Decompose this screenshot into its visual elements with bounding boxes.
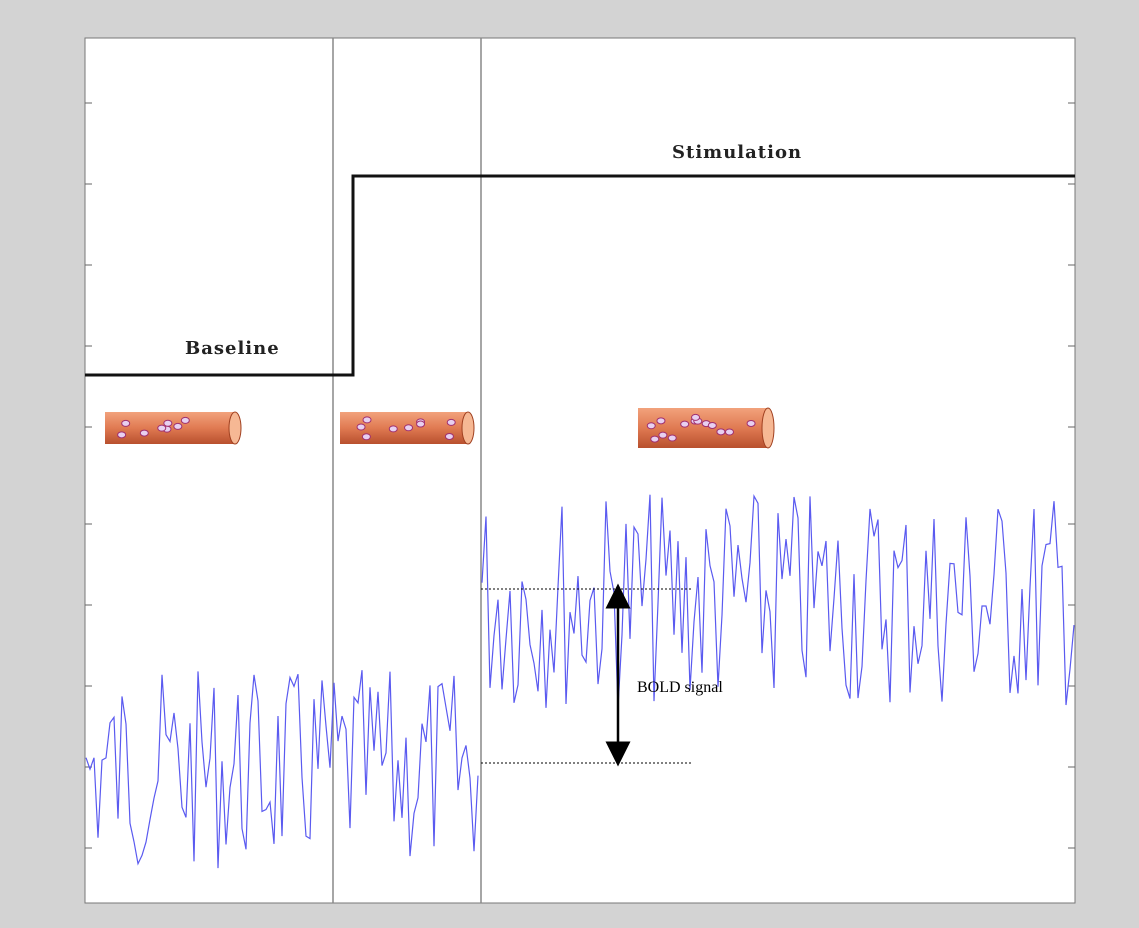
plot-area (85, 38, 1075, 903)
page: Baseline Stimulation BOLD signal (() => … (0, 0, 1139, 928)
blood-cell (681, 421, 689, 427)
blood-cell (174, 423, 182, 429)
figure: Baseline Stimulation BOLD signal (0, 0, 1139, 928)
blood-cell (405, 425, 413, 431)
blood-cell (362, 434, 370, 440)
bold-label: BOLD signal (637, 679, 723, 696)
vessel (638, 408, 774, 448)
blood-cell (417, 421, 425, 427)
blood-cell (717, 429, 725, 435)
vessel (340, 412, 474, 444)
vessel-end (229, 412, 241, 444)
blood-cell (389, 426, 397, 432)
blood-cell (657, 418, 665, 424)
stimulation-label: Stimulation (672, 142, 802, 163)
vessels (105, 408, 774, 448)
blood-cell (708, 422, 716, 428)
baseline-label: Baseline (185, 338, 280, 359)
blood-cell (447, 419, 455, 425)
blood-cell (747, 420, 755, 426)
blood-cell (357, 424, 365, 430)
blood-cell (363, 417, 371, 423)
vessel-end (462, 412, 474, 444)
blood-cell (140, 430, 148, 436)
blood-cell (668, 435, 676, 441)
blood-cell (158, 425, 166, 431)
vessel-end (762, 408, 774, 448)
blood-cell (181, 417, 189, 423)
blood-cell (118, 432, 126, 438)
blood-cell (651, 436, 659, 442)
blood-cell (647, 423, 655, 429)
blood-cell (164, 420, 172, 426)
blood-cell (122, 420, 130, 426)
vessel (105, 412, 241, 444)
blood-cell (692, 414, 700, 420)
blood-cell (445, 433, 453, 439)
blood-cell (725, 429, 733, 435)
blood-cell (659, 432, 667, 438)
